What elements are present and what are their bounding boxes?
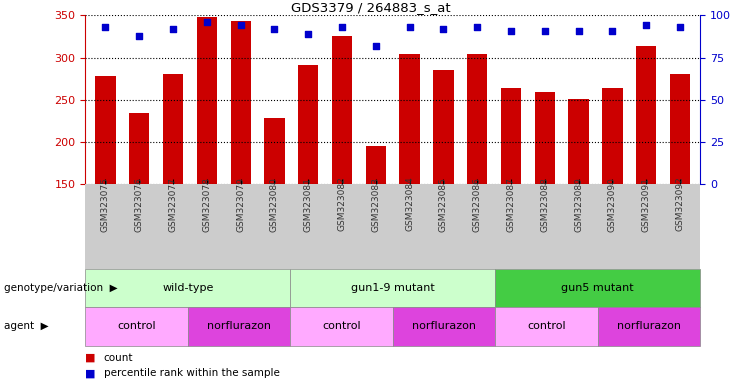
Bar (230, 21, 250, 184)
Text: control: control (527, 321, 566, 331)
Text: count: count (104, 353, 133, 363)
Point (437, 26, 449, 32)
Bar (85, 269, 290, 307)
Text: genotype/variation  ▶: genotype/variation ▶ (4, 283, 117, 293)
Point (674, 24, 686, 30)
Point (201, 19, 213, 25)
Bar (495, 269, 700, 307)
Bar (501, 88, 521, 184)
Point (133, 33, 145, 39)
Bar (163, 74, 183, 184)
Bar (602, 88, 622, 184)
Point (404, 24, 416, 30)
Point (235, 22, 247, 28)
Bar (298, 65, 319, 184)
Bar (495, 307, 598, 346)
Point (99, 24, 111, 30)
Bar (598, 307, 700, 346)
Text: agent  ▶: agent ▶ (4, 321, 48, 331)
Point (167, 26, 179, 32)
Bar (129, 113, 150, 184)
Text: control: control (117, 321, 156, 331)
Bar (393, 307, 495, 346)
Text: gun1-9 mutant: gun1-9 mutant (350, 283, 435, 293)
Text: norflurazon: norflurazon (207, 321, 271, 331)
Text: gun5 mutant: gun5 mutant (562, 283, 634, 293)
Text: GDS3379 / 264883_s_at: GDS3379 / 264883_s_at (290, 1, 451, 14)
Bar (196, 17, 217, 184)
Point (370, 43, 382, 49)
Bar (290, 307, 393, 346)
Text: norflurazon: norflurazon (412, 321, 476, 331)
Bar (399, 54, 419, 184)
Text: wild-type: wild-type (162, 283, 213, 293)
Bar (467, 54, 488, 184)
Text: percentile rank within the sample: percentile rank within the sample (104, 368, 279, 378)
Bar (535, 92, 555, 184)
Bar (290, 269, 495, 307)
Bar (433, 70, 453, 184)
Bar (187, 307, 290, 346)
Bar (85, 307, 187, 346)
Point (268, 26, 280, 32)
Bar (96, 76, 116, 184)
Point (336, 24, 348, 30)
Text: norflurazon: norflurazon (617, 321, 681, 331)
Text: ■: ■ (85, 368, 96, 378)
Bar (265, 118, 285, 184)
Text: ■: ■ (85, 353, 96, 363)
Text: control: control (322, 321, 361, 331)
Bar (332, 36, 352, 184)
Point (606, 28, 618, 34)
Bar (636, 46, 657, 184)
Bar (366, 146, 386, 184)
Point (539, 28, 551, 34)
Point (505, 28, 517, 34)
Point (573, 28, 585, 34)
Point (302, 31, 314, 37)
Point (640, 22, 652, 28)
Bar (670, 74, 690, 184)
Point (471, 24, 483, 30)
Bar (568, 99, 589, 184)
